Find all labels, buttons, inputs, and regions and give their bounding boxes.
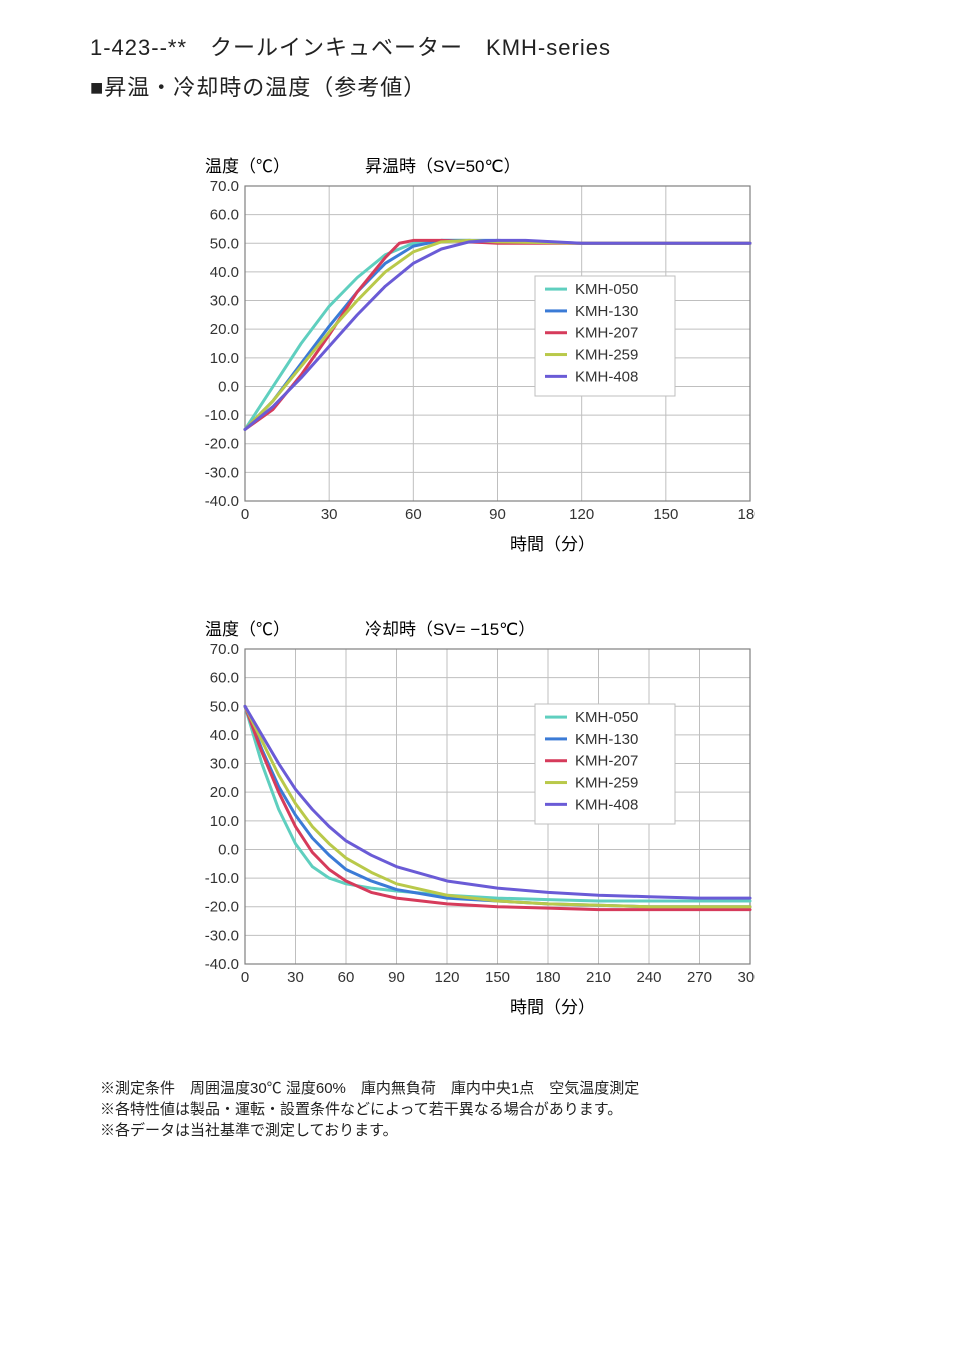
chart-heating-svg: 0 30 60 90 120 150 180 -40.0 -30.0 -20.0 -10.0 0.0 1… [195,181,755,521]
svg-text:40.0: 40.0 [210,727,239,744]
svg-text:30: 30 [321,506,338,521]
svg-text:KMH-130: KMH-130 [575,303,638,320]
svg-text:40.0: 40.0 [210,264,239,281]
svg-text:90: 90 [388,969,405,984]
svg-text:180: 180 [737,506,755,521]
chart-heating: 温度（℃） 昇温時（SV=50℃） 0 30 60 90 120 150 180 -40.0 -… [195,152,910,555]
svg-text:240: 240 [636,969,661,984]
svg-text:KMH-207: KMH-207 [575,753,638,770]
svg-text:KMH-408: KMH-408 [575,796,638,813]
svg-text:KMH-408: KMH-408 [575,368,638,385]
note-line: ※測定条件 周囲温度30℃ 湿度60% 庫内無負荷 庫内中央1点 空気温度測定 [100,1078,910,1099]
page-subtitle: ■昇温・冷却時の温度（参考値） [90,70,910,102]
svg-text:30: 30 [287,969,304,984]
svg-text:KMH-130: KMH-130 [575,731,638,748]
svg-text:KMH-050: KMH-050 [575,709,638,726]
svg-text:-10.0: -10.0 [205,870,239,887]
svg-text:KMH-259: KMH-259 [575,347,638,364]
chart-heating-ylabel: 温度（℃） [195,152,325,177]
svg-text:KMH-050: KMH-050 [575,281,638,298]
chart-cooling-xlabel: 時間（分） [195,993,910,1018]
page: 1-423--** クールインキュベーター KMH-series ■昇温・冷却時… [0,0,960,1181]
svg-text:KMH-207: KMH-207 [575,325,638,342]
chart-cooling-svg: 0 30 60 90 120 150 180 210 240 270 300 -40.0 -30.0 -2… [195,644,755,984]
svg-text:0.0: 0.0 [218,841,239,858]
svg-text:30.0: 30.0 [210,293,239,310]
note-line: ※各データは当社基準で測定しております。 [100,1120,910,1141]
svg-text:60.0: 60.0 [210,207,239,224]
svg-text:210: 210 [586,969,611,984]
svg-text:10.0: 10.0 [210,350,239,367]
svg-text:10.0: 10.0 [210,813,239,830]
svg-text:50.0: 50.0 [210,235,239,252]
svg-text:-30.0: -30.0 [205,464,239,481]
svg-text:30.0: 30.0 [210,756,239,773]
note-line: ※各特性値は製品・運転・設置条件などによって若干異なる場合があります。 [100,1099,910,1120]
svg-text:0: 0 [241,969,249,984]
svg-text:0.0: 0.0 [218,378,239,395]
svg-text:120: 120 [569,506,594,521]
svg-text:50.0: 50.0 [210,698,239,715]
svg-text:120: 120 [434,969,459,984]
svg-text:150: 150 [653,506,678,521]
svg-text:0: 0 [241,506,249,521]
svg-text:180: 180 [535,969,560,984]
chart-cooling: 温度（℃） 冷却時（SV= −15℃） 0 30 60 90 120 150 180 210 2… [195,615,910,1018]
svg-text:-20.0: -20.0 [205,899,239,916]
svg-text:70.0: 70.0 [210,644,239,658]
svg-text:300: 300 [737,969,755,984]
svg-text:-40.0: -40.0 [205,956,239,973]
chart-heating-canvas-wrap: 0 30 60 90 120 150 180 -40.0 -30.0 -20.0 -10.0 0.0 1… [195,181,910,526]
svg-text:150: 150 [485,969,510,984]
svg-text:20.0: 20.0 [210,321,239,338]
page-title: 1-423--** クールインキュベーター KMH-series [90,30,910,62]
svg-text:-20.0: -20.0 [205,436,239,453]
svg-text:60: 60 [405,506,422,521]
chart-heating-title: 昇温時（SV=50℃） [325,152,910,177]
svg-text:-40.0: -40.0 [205,493,239,510]
svg-text:60: 60 [338,969,355,984]
chart-cooling-canvas-wrap: 0 30 60 90 120 150 180 210 240 270 300 -40.0 -30.0 -2… [195,644,910,989]
chart-cooling-ylabel: 温度（℃） [195,615,325,640]
chart-heating-xlabel: 時間（分） [195,530,910,555]
svg-text:270: 270 [687,969,712,984]
chart-cooling-title: 冷却時（SV= −15℃） [325,615,910,640]
notes: ※測定条件 周囲温度30℃ 湿度60% 庫内無負荷 庫内中央1点 空気温度測定 … [100,1078,910,1141]
svg-text:-30.0: -30.0 [205,927,239,944]
svg-text:90: 90 [489,506,506,521]
svg-text:KMH-259: KMH-259 [575,775,638,792]
svg-text:20.0: 20.0 [210,784,239,801]
svg-text:60.0: 60.0 [210,670,239,687]
svg-text:70.0: 70.0 [210,181,239,195]
svg-text:-10.0: -10.0 [205,407,239,424]
